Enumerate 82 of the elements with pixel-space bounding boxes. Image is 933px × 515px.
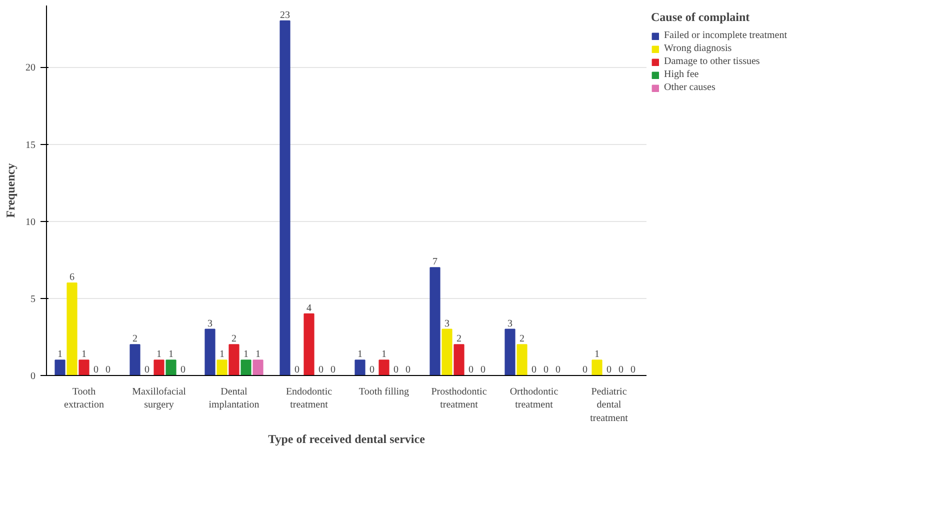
x-tick-label: Endodontic treatment <box>286 386 333 411</box>
data-label: 0 <box>582 364 588 376</box>
data-label: 0 <box>370 364 374 376</box>
data-label: 0 <box>394 364 398 376</box>
bar <box>442 328 452 376</box>
bar <box>430 267 440 376</box>
data-label: 0 <box>318 364 324 376</box>
data-label: 3 <box>508 318 512 330</box>
bar <box>78 360 90 376</box>
x-tick-label: Orthodontic treatment <box>510 386 559 411</box>
data-label: 0 <box>468 364 474 376</box>
data-label: 1 <box>82 349 86 360</box>
data-label: 3 <box>444 318 450 330</box>
data-label: 23 <box>280 10 290 21</box>
data-label: 1 <box>58 349 62 360</box>
data-label: 0 <box>606 364 612 376</box>
legend-title: Cause of complaint <box>651 10 751 25</box>
data-label: 0 <box>630 364 636 376</box>
y-tick-label: 0 <box>30 371 36 382</box>
data-label: 2 <box>132 334 138 345</box>
legend-label: Failed or incomplete treatment <box>664 30 788 41</box>
data-label: 0 <box>618 364 624 376</box>
data-label: 6 <box>70 272 74 283</box>
legend-label: Damage to other tissues <box>664 56 760 67</box>
bar <box>504 328 516 376</box>
bar <box>592 360 602 376</box>
data-label: 2 <box>232 334 236 345</box>
x-tick-label: Tooth filling <box>358 386 410 398</box>
bar <box>130 344 140 376</box>
bar <box>166 360 176 376</box>
data-label: 0 <box>106 364 110 376</box>
data-label: 1 <box>168 349 174 360</box>
x-tick-label: Tooth extraction <box>64 386 104 411</box>
data-label: 1 <box>382 349 386 360</box>
bar <box>228 344 240 376</box>
data-label: 1 <box>256 349 260 360</box>
data-label: 0 <box>406 364 410 376</box>
bar <box>54 360 66 376</box>
y-tick-label: 15 <box>26 140 36 151</box>
data-label: 0 <box>144 364 150 376</box>
bar <box>516 344 528 376</box>
x-tick-label: Maxillofacial surgery <box>132 386 186 411</box>
data-label: 4 <box>306 302 312 314</box>
bar <box>280 20 290 376</box>
legend-label: High fee <box>664 69 699 80</box>
data-label: 0 <box>532 364 536 376</box>
bar <box>304 313 314 376</box>
bar <box>454 344 464 376</box>
legend-label: Wrong diagnosis <box>664 43 732 54</box>
data-label: 1 <box>244 349 248 360</box>
x-tick-label: Pediatric dental treatment <box>590 386 628 424</box>
x-tick-label: Dental implantation <box>208 386 260 411</box>
data-label: 1 <box>156 349 162 360</box>
y-tick-label: 5 <box>30 294 36 305</box>
bar <box>378 360 390 376</box>
bar <box>354 360 366 376</box>
bar <box>240 360 252 376</box>
data-label: 0 <box>180 364 186 376</box>
data-label: 1 <box>220 349 224 360</box>
data-label: 0 <box>330 364 336 376</box>
data-label: 0 <box>556 364 560 376</box>
data-label: 0 <box>94 364 98 376</box>
y-tick-label: 10 <box>26 216 36 228</box>
data-label: 1 <box>358 349 362 360</box>
data-label: 7 <box>432 256 438 268</box>
data-label: 1 <box>594 349 600 360</box>
x-tick-label: Prosthodontic treatment <box>431 386 488 411</box>
bar <box>66 282 78 376</box>
y-axis-title: Frequency <box>4 163 18 218</box>
data-label: 2 <box>456 334 462 345</box>
x-axis-title: Type of received dental service <box>268 432 426 446</box>
bar <box>252 360 264 376</box>
y-tick-label: 20 <box>26 62 36 74</box>
bar <box>204 328 216 376</box>
legend-label: Other causes <box>664 82 716 93</box>
data-label: 3 <box>208 318 212 330</box>
bar <box>216 360 228 376</box>
data-label: 0 <box>294 364 300 376</box>
bar <box>154 360 164 376</box>
data-label: 0 <box>544 364 548 376</box>
data-label: 2 <box>520 334 524 345</box>
data-label: 0 <box>480 364 486 376</box>
